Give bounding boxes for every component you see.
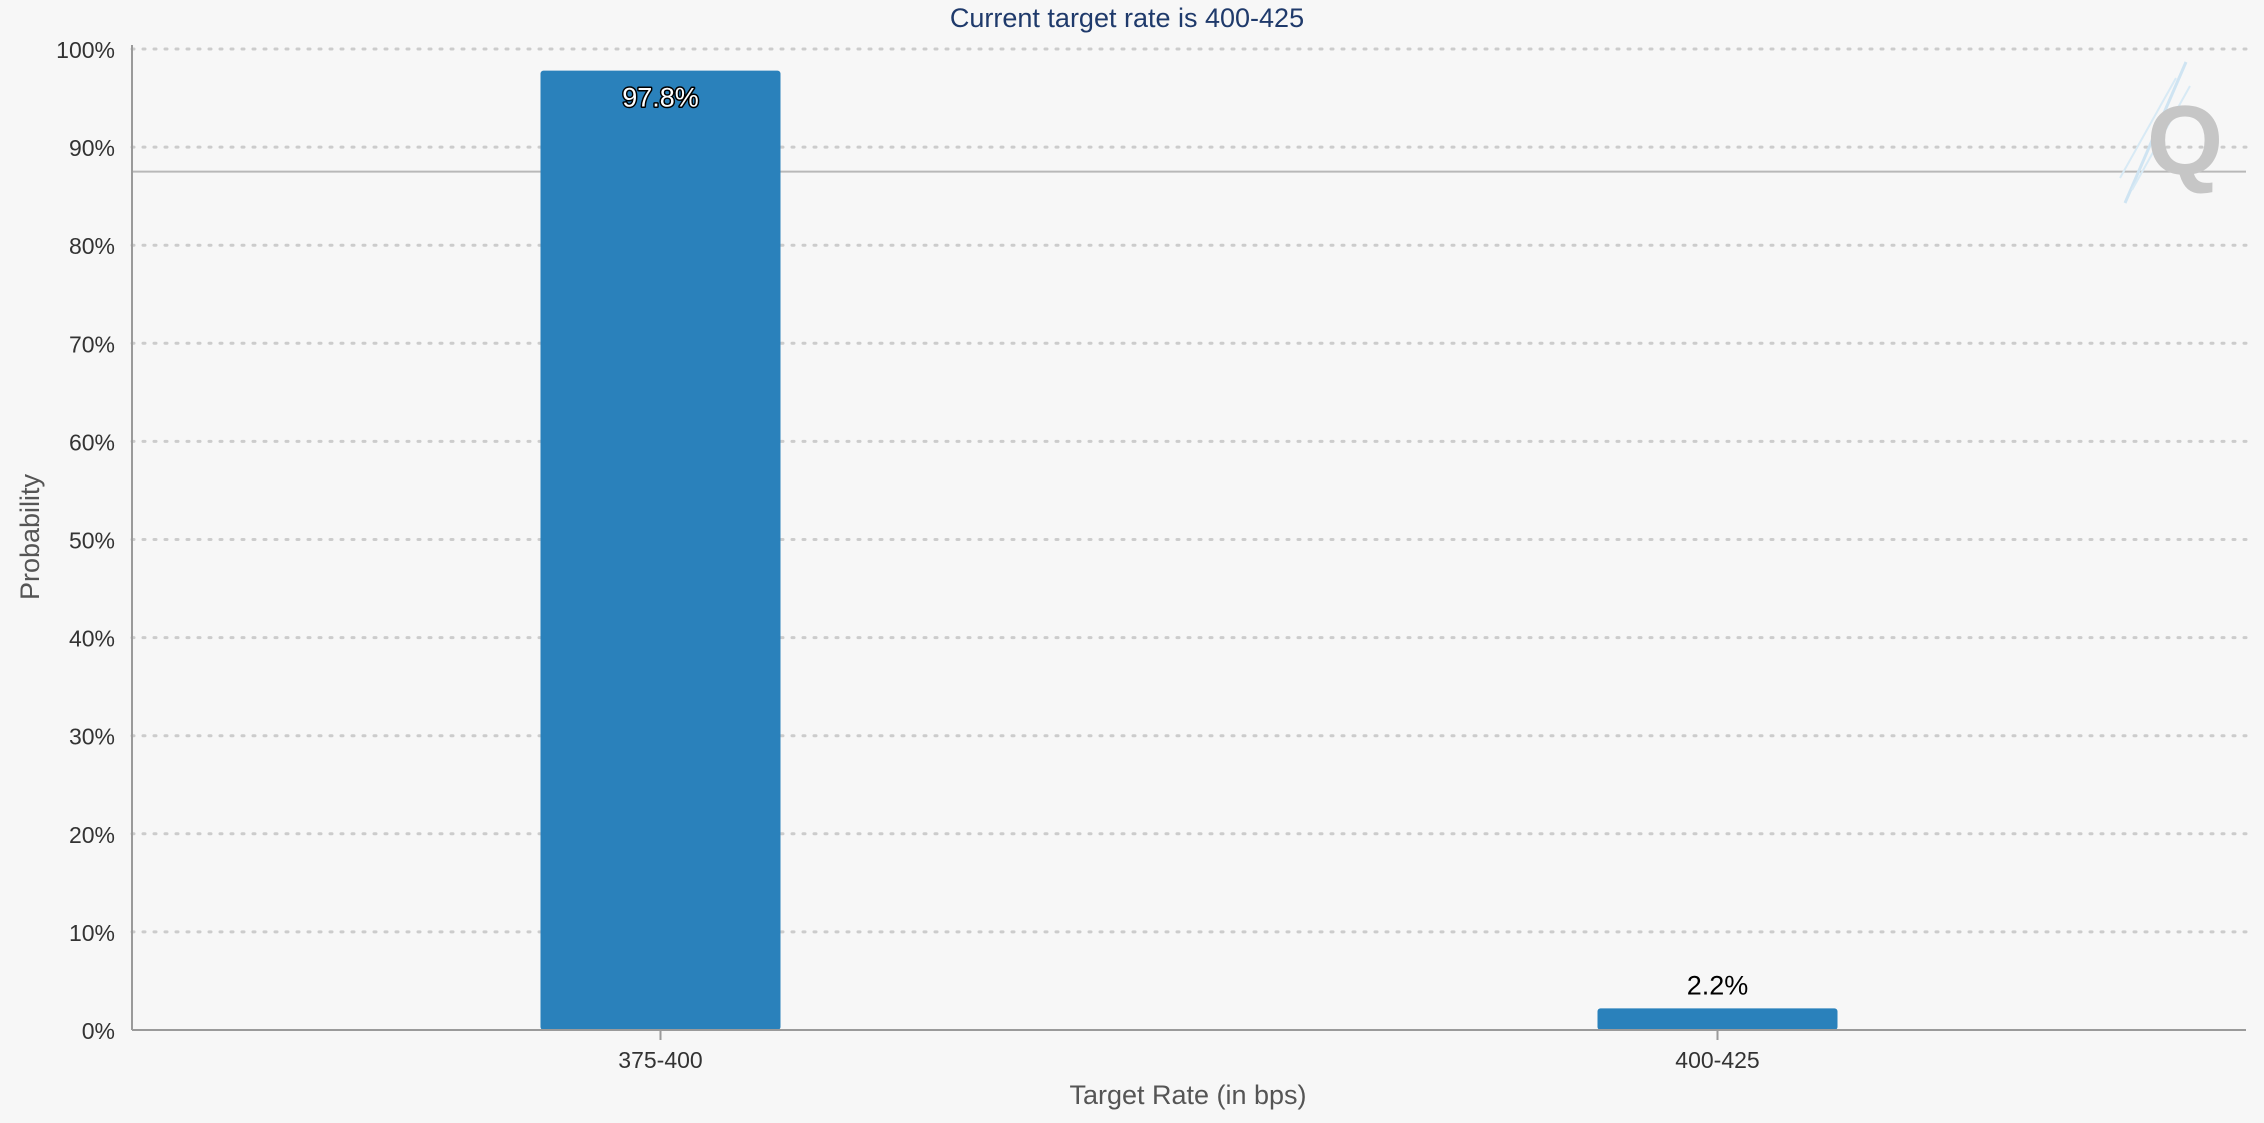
y-axis-label: Probability bbox=[15, 473, 45, 600]
x-tick-label: 400-425 bbox=[1675, 1047, 1759, 1073]
bars: 97.8% 2.2% bbox=[540, 70, 1838, 1030]
data-label: 2.2% bbox=[1687, 970, 1749, 1000]
chart-title: Current target rate is 400-425 bbox=[950, 3, 1304, 33]
x-tick-label: 375-400 bbox=[618, 1047, 702, 1073]
q-logo-icon: Q bbox=[2119, 61, 2223, 204]
x-tick-labels: 375-400 400-425 bbox=[618, 1030, 1760, 1073]
y-tick-labels: 0% 10% 20% 30% 40% 50% 60% 70% 80% 90% 100% bbox=[56, 37, 115, 1044]
y-tick-label: 20% bbox=[69, 822, 115, 848]
y-tick-label: 40% bbox=[69, 626, 115, 652]
y-tick-label: 10% bbox=[69, 920, 115, 946]
y-tick-label: 0% bbox=[82, 1018, 115, 1044]
data-label: 97.8% bbox=[622, 83, 699, 113]
y-tick-label: 70% bbox=[69, 331, 115, 357]
y-tick-label: 60% bbox=[69, 429, 115, 455]
bar[interactable] bbox=[540, 70, 781, 1030]
gridlines bbox=[130, 47, 2248, 934]
bar[interactable] bbox=[1597, 1008, 1838, 1030]
watermark-letter: Q bbox=[2147, 85, 2223, 195]
y-tick-label: 100% bbox=[56, 37, 115, 63]
y-tick-label: 30% bbox=[69, 724, 115, 750]
y-tick-label: 80% bbox=[69, 233, 115, 259]
x-axis-label: Target Rate (in bps) bbox=[1069, 1080, 1306, 1110]
y-tick-label: 90% bbox=[69, 135, 115, 161]
y-tick-label: 50% bbox=[69, 528, 115, 554]
